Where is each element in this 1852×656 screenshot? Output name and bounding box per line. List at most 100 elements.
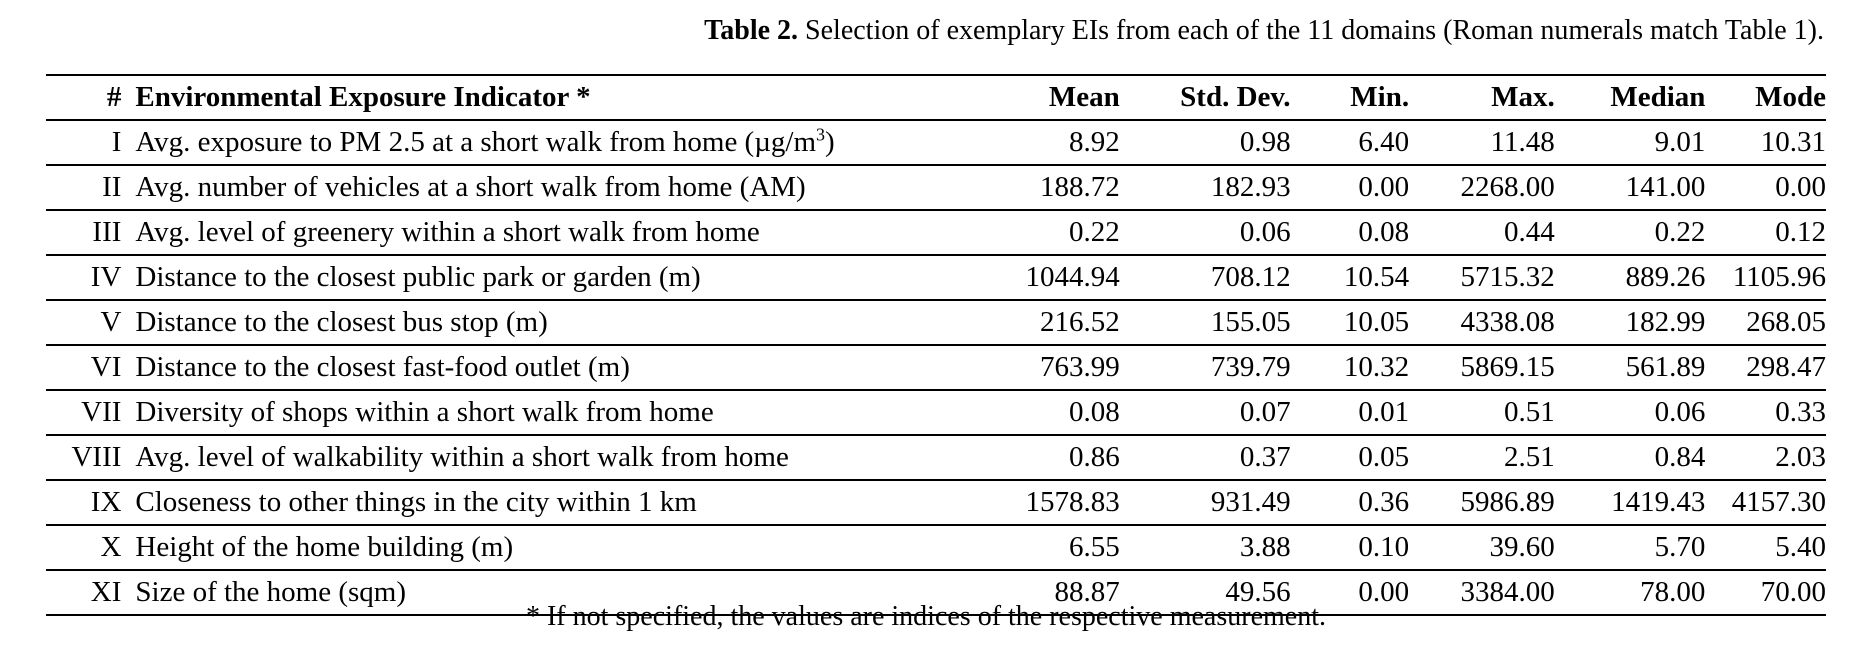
cell-min: 0.10: [1358, 531, 1410, 563]
cell-median: 141.00: [1625, 171, 1706, 203]
cell-min: 10.32: [1343, 351, 1410, 383]
cell-std-dev: 708.12: [1210, 261, 1291, 293]
table-row: IX Closeness to other things in the city …: [46, 480, 1826, 525]
cell-indicator: Closeness to other things in the city wi…: [135, 480, 989, 525]
table-row: III Avg. level of greenery within a short…: [46, 210, 1826, 255]
cell-number: II: [102, 171, 122, 203]
cell-mean: 6.55: [1069, 531, 1120, 563]
cell-number: IV: [90, 261, 122, 293]
cell-indicator: Diversity of shops within a short walk f…: [135, 390, 989, 435]
cell-mode: 0.33: [1775, 396, 1826, 428]
table-header-row: # Environmental Exposure Indicator * Mea…: [46, 75, 1826, 120]
cell-indicator: Distance to the closest public park or g…: [135, 255, 989, 300]
cell-number: X: [100, 531, 122, 563]
table-caption-label: Table 2.: [704, 15, 799, 46]
cell-mode: 298.47: [1746, 351, 1826, 383]
indicator-text: Avg. number of vehicles at a short walk …: [135, 171, 806, 203]
cell-max: 5869.15: [1460, 351, 1555, 383]
cell-std-dev: 931.49: [1210, 486, 1291, 518]
exposure-indicators-table: # Environmental Exposure Indicator * Mea…: [46, 74, 1826, 616]
cell-std-dev: 3.88: [1239, 531, 1291, 563]
cell-number: XI: [90, 576, 122, 608]
cell-median: 561.89: [1625, 351, 1706, 383]
indicator-text: Distance to the closest bus stop (m): [135, 306, 548, 338]
cell-indicator: Height of the home building (m): [135, 525, 989, 570]
cell-mode: 2.03: [1775, 441, 1826, 473]
cell-max: 4338.08: [1460, 306, 1555, 338]
cell-mode: 4157.30: [1731, 486, 1826, 518]
indicator-text: Height of the home building (m): [135, 531, 514, 563]
cell-number: III: [92, 216, 122, 248]
cell-mode: 0.12: [1775, 216, 1826, 248]
indicator-text: Closeness to other things in the city wi…: [135, 486, 697, 518]
indicator-superscript: 3: [816, 124, 826, 145]
indicator-suffix: ): [825, 126, 835, 158]
cell-max: 5986.89: [1460, 486, 1555, 518]
cell-mean: 0.86: [1069, 441, 1120, 473]
indicator-text: Avg. exposure to PM 2.5 at a short walk …: [135, 126, 817, 158]
cell-mean: 88.87: [1054, 576, 1120, 608]
cell-mean: 1578.83: [1025, 486, 1120, 518]
cell-indicator: Avg. level of walkability within a short…: [135, 435, 989, 480]
cell-indicator: Avg. number of vehicles at a short walk …: [135, 165, 989, 210]
table-row: II Avg. number of vehicles at a short wal…: [46, 165, 1826, 210]
cell-median: 0.84: [1654, 441, 1706, 473]
table-row: I Avg. exposure to PM 2.5 at a short walk…: [46, 120, 1826, 165]
table-row: VI Distance to the closest fast-food outl…: [46, 345, 1826, 390]
cell-number: V: [100, 306, 122, 338]
table-row: X Height of the home building (m) 6.55 3.88…: [46, 525, 1826, 570]
cell-min: 10.54: [1343, 261, 1410, 293]
cell-median: 0.22: [1654, 216, 1706, 248]
cell-max: 3384.00: [1460, 576, 1555, 608]
cell-indicator: Distance to the closest fast-food outlet…: [135, 345, 989, 390]
cell-std-dev: 739.79: [1210, 351, 1291, 383]
header-indicator: Environmental Exposure Indicator *: [135, 81, 591, 113]
cell-number: VI: [90, 351, 122, 383]
header-number: #: [106, 81, 122, 113]
indicator-text: Distance to the closest fast-food outlet…: [135, 351, 630, 383]
cell-min: 0.01: [1358, 396, 1410, 428]
cell-mode: 0.00: [1775, 171, 1826, 203]
cell-std-dev: 182.93: [1210, 171, 1291, 203]
table-row: VIII Avg. level of walkability within a s…: [46, 435, 1826, 480]
cell-median: 9.01: [1654, 126, 1706, 158]
cell-mean: 0.22: [1069, 216, 1120, 248]
cell-indicator: Avg. exposure to PM 2.5 at a short walk …: [135, 120, 989, 165]
cell-mode: 1105.96: [1732, 261, 1826, 293]
cell-std-dev: 155.05: [1210, 306, 1291, 338]
header-mode: Mode: [1755, 81, 1826, 113]
cell-std-dev: 0.07: [1239, 396, 1291, 428]
cell-indicator: Distance to the closest bus stop (m): [135, 300, 989, 345]
header-mean: Mean: [1048, 81, 1120, 113]
cell-mean: 8.92: [1069, 126, 1120, 158]
cell-number: I: [111, 126, 122, 158]
cell-median: 5.70: [1654, 531, 1706, 563]
cell-number: IX: [90, 486, 122, 518]
cell-number: VII: [81, 396, 122, 428]
header-median: Median: [1610, 81, 1706, 113]
cell-number: VIII: [71, 441, 122, 473]
header-max: Max.: [1491, 81, 1555, 113]
cell-mode: 10.31: [1760, 126, 1826, 158]
cell-min: 0.05: [1358, 441, 1410, 473]
table-footnote: * If not specified, the values are indic…: [525, 601, 1326, 632]
table-row: XI Size of the home (sqm) 88.87 49.56 0.00 33…: [46, 570, 1826, 615]
cell-mode: 268.05: [1746, 306, 1826, 338]
cell-mode: 5.40: [1775, 531, 1826, 563]
cell-min: 0.36: [1358, 486, 1410, 518]
cell-min: 0.00: [1358, 576, 1410, 608]
table-row: IV Distance to the closest public park or…: [46, 255, 1826, 300]
cell-mean: 188.72: [1040, 171, 1120, 203]
cell-max: 0.44: [1503, 216, 1555, 248]
cell-mean: 1044.94: [1025, 261, 1120, 293]
indicator-text: Distance to the closest public park or g…: [135, 261, 701, 293]
cell-min: 10.05: [1343, 306, 1410, 338]
header-std-dev: Std. Dev.: [1180, 81, 1291, 113]
cell-max: 2268.00: [1460, 171, 1555, 203]
cell-std-dev: 0.37: [1239, 441, 1291, 473]
cell-max: 5715.32: [1460, 261, 1555, 293]
table-caption: Table 2. Selection of exemplary EIs from…: [704, 14, 1824, 48]
cell-max: 39.60: [1489, 531, 1555, 563]
indicator-text: Diversity of shops within a short walk f…: [135, 396, 714, 428]
cell-std-dev: 49.56: [1225, 576, 1291, 608]
